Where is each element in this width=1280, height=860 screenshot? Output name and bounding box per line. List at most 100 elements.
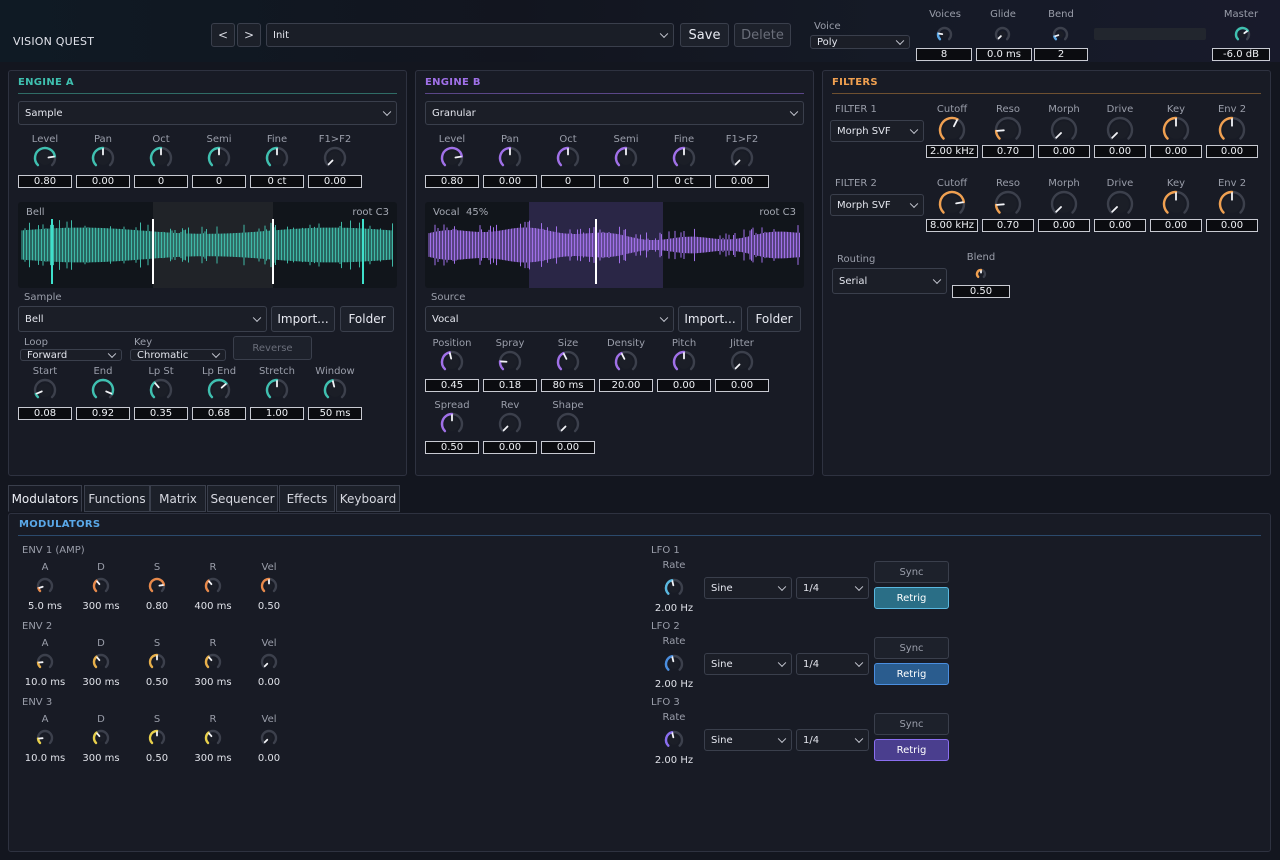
knob[interactable] [1218, 190, 1246, 218]
knob-value[interactable]: 0.92 [76, 407, 130, 420]
knob[interactable] [91, 378, 115, 402]
envelope-knob[interactable] [204, 653, 222, 671]
envelope-knob[interactable] [260, 729, 278, 747]
knob[interactable] [614, 146, 638, 170]
filter1-type-select[interactable]: Morph SVF [830, 120, 924, 142]
envelope-knob[interactable] [204, 577, 222, 595]
knob[interactable] [91, 146, 115, 170]
tab-matrix[interactable]: Matrix [150, 485, 206, 512]
knob[interactable] [730, 350, 754, 374]
knob[interactable] [672, 146, 696, 170]
knob[interactable] [149, 146, 173, 170]
knob[interactable] [1162, 116, 1190, 144]
knob[interactable] [614, 350, 638, 374]
knob-value[interactable]: 0.00 [1206, 219, 1258, 232]
envelope-knob[interactable] [148, 653, 166, 671]
lfo-shape-select[interactable]: Sine [704, 729, 792, 751]
lfo-sync-button[interactable]: Sync [874, 637, 949, 659]
envelope-knob[interactable] [260, 653, 278, 671]
tab-effects[interactable]: Effects [279, 485, 335, 512]
knob[interactable] [1050, 190, 1078, 218]
knob[interactable] [323, 146, 347, 170]
knob-value[interactable]: 0.70 [982, 219, 1034, 232]
knob[interactable] [440, 146, 464, 170]
knob[interactable] [1218, 116, 1246, 144]
lfo-shape-select[interactable]: Sine [704, 653, 792, 675]
knob-value[interactable]: 0 [599, 175, 653, 188]
lfo-division-select[interactable]: 1/4 [796, 653, 869, 675]
knob[interactable] [498, 146, 522, 170]
blend-value[interactable]: 0.50 [952, 285, 1010, 298]
knob-value[interactable]: 0.00 [1150, 145, 1202, 158]
knob[interactable] [207, 146, 231, 170]
knob[interactable] [1050, 116, 1078, 144]
blend-knob[interactable] [975, 268, 987, 280]
filter2-type-select[interactable]: Morph SVF [830, 194, 924, 216]
knob[interactable] [265, 378, 289, 402]
knob-value[interactable]: 0.08 [18, 407, 72, 420]
knob-value[interactable]: 0.00 [483, 175, 537, 188]
master-value[interactable]: -6.0 dB [1212, 48, 1270, 61]
knob-value[interactable]: 0.00 [715, 175, 769, 188]
knob-value[interactable]: 0.50 [425, 441, 479, 454]
voices-knob[interactable] [936, 26, 953, 43]
knob-value[interactable]: 0.35 [134, 407, 188, 420]
lfo-retrig-button[interactable]: Retrig [874, 739, 949, 761]
lfo-retrig-button[interactable]: Retrig [874, 663, 949, 685]
knob[interactable] [730, 146, 754, 170]
knob[interactable] [323, 378, 347, 402]
knob[interactable] [1106, 116, 1134, 144]
folder-button[interactable]: Folder [340, 306, 394, 332]
delete-button[interactable]: Delete [734, 23, 791, 47]
knob-value[interactable]: 0.00 [1094, 219, 1146, 232]
knob[interactable] [556, 412, 580, 436]
knob[interactable] [672, 350, 696, 374]
lfo-division-select[interactable]: 1/4 [796, 577, 869, 599]
knob-value[interactable]: 0.00 [1150, 219, 1202, 232]
lfo-sync-button[interactable]: Sync [874, 561, 949, 583]
envelope-knob[interactable] [148, 577, 166, 595]
knob-value[interactable]: 0.00 [1038, 145, 1090, 158]
bend-value[interactable]: 2 [1034, 48, 1088, 61]
tab-modulators[interactable]: Modulators [8, 485, 82, 512]
knob-value[interactable]: 0 ct [250, 175, 304, 188]
glide-value[interactable]: 0.0 ms [976, 48, 1032, 61]
knob-value[interactable]: 0.00 [1094, 145, 1146, 158]
knob[interactable] [938, 116, 966, 144]
master-knob[interactable] [1234, 26, 1251, 43]
knob[interactable] [149, 378, 173, 402]
bend-knob[interactable] [1052, 26, 1069, 43]
knob[interactable] [938, 190, 966, 218]
prev-preset-button[interactable]: < [211, 23, 235, 47]
source-select[interactable]: Vocal [425, 306, 674, 332]
knob[interactable] [556, 146, 580, 170]
lfo-sync-button[interactable]: Sync [874, 713, 949, 735]
knob-value[interactable]: 0 [134, 175, 188, 188]
sample-select[interactable]: Bell [18, 306, 267, 332]
knob-value[interactable]: 0.00 [657, 379, 711, 392]
import-button[interactable]: Import... [678, 306, 742, 332]
tab-keyboard[interactable]: Keyboard [336, 485, 400, 512]
engine-b-waveform[interactable]: Vocal 45% root C3 [425, 202, 804, 288]
knob-value[interactable]: 0 [192, 175, 246, 188]
knob-value[interactable]: 0.00 [308, 175, 362, 188]
knob-value[interactable]: 0.80 [18, 175, 72, 188]
envelope-knob[interactable] [148, 729, 166, 747]
knob-value[interactable]: 0.00 [715, 379, 769, 392]
knob-value[interactable]: 8.00 kHz [926, 219, 978, 232]
engine-a-type-select[interactable]: Sample [18, 101, 397, 125]
lfo-rate-knob[interactable] [664, 730, 684, 750]
save-button[interactable]: Save [680, 23, 729, 47]
routing-select[interactable]: Serial [832, 268, 947, 294]
envelope-knob[interactable] [92, 729, 110, 747]
knob[interactable] [498, 350, 522, 374]
folder-button[interactable]: Folder [747, 306, 801, 332]
knob[interactable] [440, 350, 464, 374]
knob-value[interactable]: 0.00 [1038, 219, 1090, 232]
knob[interactable] [33, 146, 57, 170]
knob-value[interactable]: 0.18 [483, 379, 537, 392]
lfo-rate-knob[interactable] [664, 578, 684, 598]
loop-select[interactable]: Forward [20, 349, 122, 361]
knob-value[interactable]: 0.45 [425, 379, 479, 392]
knob[interactable] [556, 350, 580, 374]
